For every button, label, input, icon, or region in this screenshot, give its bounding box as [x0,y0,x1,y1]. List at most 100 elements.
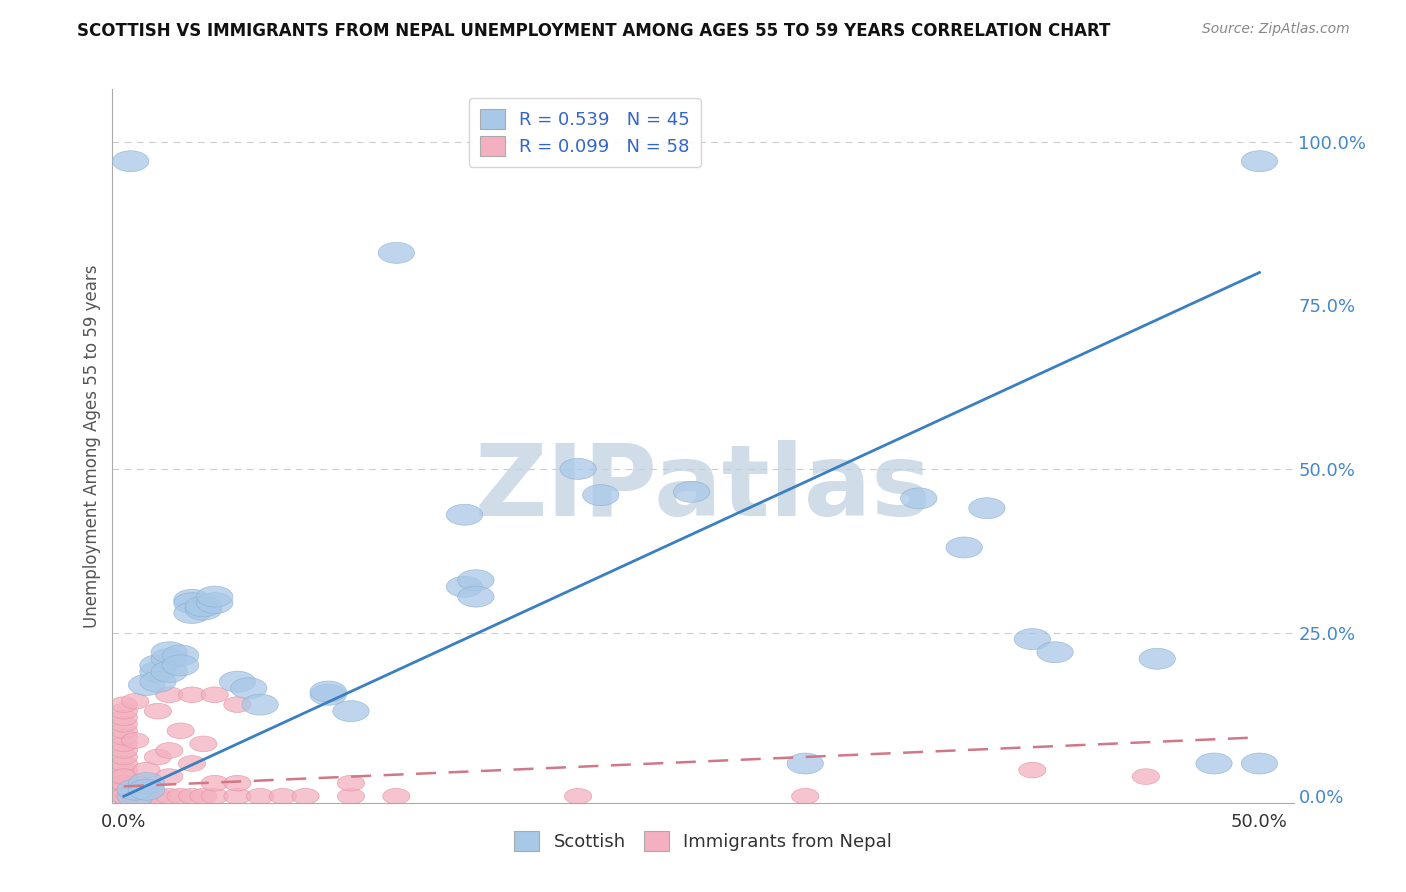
Ellipse shape [110,703,138,719]
Ellipse shape [190,789,217,804]
Ellipse shape [156,789,183,804]
Ellipse shape [269,789,297,804]
Ellipse shape [163,645,198,666]
Ellipse shape [110,710,138,725]
Ellipse shape [110,730,138,745]
Ellipse shape [156,769,183,784]
Ellipse shape [139,671,176,692]
Ellipse shape [121,789,149,804]
Ellipse shape [201,775,228,791]
Ellipse shape [197,592,233,614]
Text: SCOTTISH VS IMMIGRANTS FROM NEPAL UNEMPLOYMENT AMONG AGES 55 TO 59 YEARS CORRELA: SCOTTISH VS IMMIGRANTS FROM NEPAL UNEMPL… [77,22,1111,40]
Ellipse shape [150,641,187,663]
Ellipse shape [110,716,138,732]
Ellipse shape [110,742,138,758]
Ellipse shape [969,498,1005,518]
Ellipse shape [201,687,228,703]
Ellipse shape [139,661,176,682]
Ellipse shape [110,756,138,772]
Ellipse shape [292,789,319,804]
Ellipse shape [174,602,209,624]
Text: ZIPatlas: ZIPatlas [475,441,931,537]
Ellipse shape [121,782,149,797]
Y-axis label: Unemployment Among Ages 55 to 59 years: Unemployment Among Ages 55 to 59 years [83,264,101,628]
Text: Source: ZipAtlas.com: Source: ZipAtlas.com [1202,22,1350,37]
Ellipse shape [156,687,183,703]
Ellipse shape [179,789,205,804]
Ellipse shape [1197,753,1232,774]
Ellipse shape [1036,641,1073,663]
Ellipse shape [179,687,205,703]
Ellipse shape [231,678,267,698]
Ellipse shape [378,243,415,263]
Ellipse shape [174,590,209,610]
Ellipse shape [110,769,138,784]
Ellipse shape [311,684,346,706]
Ellipse shape [163,655,198,676]
Ellipse shape [792,789,818,804]
Ellipse shape [110,789,138,804]
Ellipse shape [110,789,138,804]
Ellipse shape [128,780,165,800]
Ellipse shape [946,537,983,558]
Ellipse shape [134,775,160,791]
Ellipse shape [1132,769,1160,784]
Ellipse shape [333,701,370,722]
Ellipse shape [145,703,172,719]
Ellipse shape [117,786,153,806]
Ellipse shape [110,697,138,713]
Ellipse shape [458,586,494,607]
Ellipse shape [110,723,138,739]
Ellipse shape [186,599,222,620]
Ellipse shape [337,775,364,791]
Ellipse shape [1014,629,1050,649]
Ellipse shape [134,789,160,804]
Ellipse shape [121,732,149,748]
Ellipse shape [446,504,482,525]
Ellipse shape [186,596,222,617]
Ellipse shape [110,736,138,752]
Ellipse shape [112,151,149,171]
Ellipse shape [179,756,205,772]
Ellipse shape [150,648,187,669]
Ellipse shape [128,674,165,696]
Ellipse shape [145,789,172,804]
Ellipse shape [167,723,194,739]
Ellipse shape [134,762,160,778]
Ellipse shape [337,789,364,804]
Ellipse shape [1019,762,1046,778]
Ellipse shape [110,775,138,791]
Ellipse shape [246,789,274,804]
Ellipse shape [1139,648,1175,669]
Ellipse shape [201,789,228,804]
Ellipse shape [1241,151,1278,171]
Ellipse shape [446,576,482,598]
Ellipse shape [224,697,252,713]
Ellipse shape [564,789,592,804]
Ellipse shape [224,775,252,791]
Ellipse shape [145,749,172,764]
Ellipse shape [901,488,936,508]
Ellipse shape [110,769,138,784]
Ellipse shape [117,780,153,800]
Ellipse shape [458,570,494,591]
Ellipse shape [110,789,138,804]
Ellipse shape [110,775,138,791]
Ellipse shape [242,694,278,715]
Ellipse shape [128,772,165,794]
Ellipse shape [560,458,596,479]
Ellipse shape [197,586,233,607]
Ellipse shape [121,693,149,709]
Ellipse shape [139,655,176,676]
Ellipse shape [150,661,187,682]
Ellipse shape [673,482,710,502]
Ellipse shape [174,592,209,614]
Ellipse shape [224,789,252,804]
Ellipse shape [167,789,194,804]
Ellipse shape [110,782,138,797]
Ellipse shape [156,742,183,758]
Ellipse shape [219,671,256,692]
Ellipse shape [582,484,619,506]
Legend: Scottish, Immigrants from Nepal: Scottish, Immigrants from Nepal [506,823,900,858]
Ellipse shape [110,762,138,778]
